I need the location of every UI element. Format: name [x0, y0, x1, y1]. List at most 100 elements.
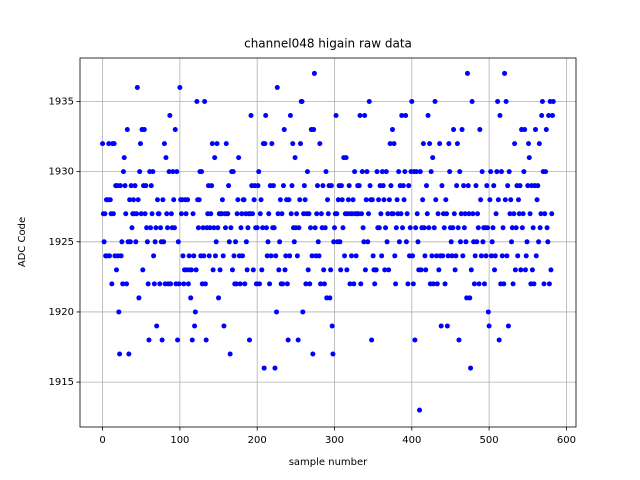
point [137, 169, 143, 175]
point [376, 225, 382, 231]
point [270, 183, 276, 189]
point [541, 281, 547, 287]
point [137, 141, 143, 147]
point [300, 309, 306, 315]
point [268, 253, 274, 259]
point [284, 281, 290, 287]
point [378, 211, 384, 217]
point [413, 169, 419, 175]
point [509, 239, 515, 245]
point [502, 70, 508, 76]
point [297, 197, 303, 203]
point [403, 113, 409, 119]
point [299, 98, 305, 104]
point [443, 197, 449, 203]
point [543, 169, 549, 175]
point [549, 113, 555, 119]
point [423, 267, 429, 273]
point [170, 169, 176, 175]
point [239, 253, 245, 259]
point [161, 141, 167, 147]
point [311, 70, 317, 76]
point [256, 169, 262, 175]
point [110, 211, 116, 217]
point [146, 337, 152, 343]
point [329, 323, 335, 329]
point [483, 253, 489, 259]
point [219, 197, 225, 203]
point [427, 141, 433, 147]
point [148, 183, 154, 189]
point [421, 225, 427, 231]
point [380, 183, 386, 189]
point [471, 281, 477, 287]
point [210, 267, 216, 273]
point [245, 225, 251, 231]
point [396, 239, 402, 245]
point [340, 225, 346, 231]
point [231, 253, 237, 259]
point [321, 281, 327, 287]
point [255, 183, 261, 189]
point [272, 365, 278, 371]
point [138, 211, 144, 217]
point [356, 183, 362, 189]
point [183, 211, 189, 217]
point [477, 127, 483, 133]
point [373, 267, 379, 273]
point [435, 211, 441, 217]
point [383, 169, 389, 175]
point [478, 253, 484, 259]
point [194, 98, 200, 104]
point [269, 141, 275, 147]
point [488, 169, 494, 175]
point [387, 141, 393, 147]
point [489, 239, 495, 245]
point [532, 127, 538, 133]
x-tick-label: 400 [402, 435, 421, 446]
point [457, 169, 463, 175]
point [365, 239, 371, 245]
point [144, 225, 150, 231]
point [305, 267, 311, 273]
point [274, 84, 280, 90]
x-axis-label: sample number [289, 457, 368, 468]
point [518, 267, 524, 273]
point [311, 127, 317, 133]
point [229, 267, 235, 273]
point [151, 253, 157, 259]
point [357, 113, 363, 119]
point [266, 211, 272, 217]
point [433, 197, 439, 203]
point [152, 239, 158, 245]
point [149, 211, 155, 217]
point [429, 253, 435, 259]
point [257, 211, 263, 217]
point [175, 337, 181, 343]
point [409, 98, 415, 104]
point [434, 281, 440, 287]
point [446, 141, 452, 147]
point [466, 211, 472, 217]
point [287, 253, 293, 259]
point [510, 281, 516, 287]
point [222, 225, 228, 231]
point [166, 169, 172, 175]
point [168, 281, 174, 287]
point [223, 141, 229, 147]
point [199, 169, 205, 175]
point [325, 197, 331, 203]
point [504, 253, 510, 259]
point [526, 141, 532, 147]
point [209, 141, 215, 147]
point [338, 183, 344, 189]
point [113, 267, 119, 273]
point [498, 169, 504, 175]
point [185, 281, 191, 287]
point [491, 183, 497, 189]
point [492, 267, 498, 273]
point [392, 253, 398, 259]
point [127, 197, 133, 203]
point [460, 253, 466, 259]
